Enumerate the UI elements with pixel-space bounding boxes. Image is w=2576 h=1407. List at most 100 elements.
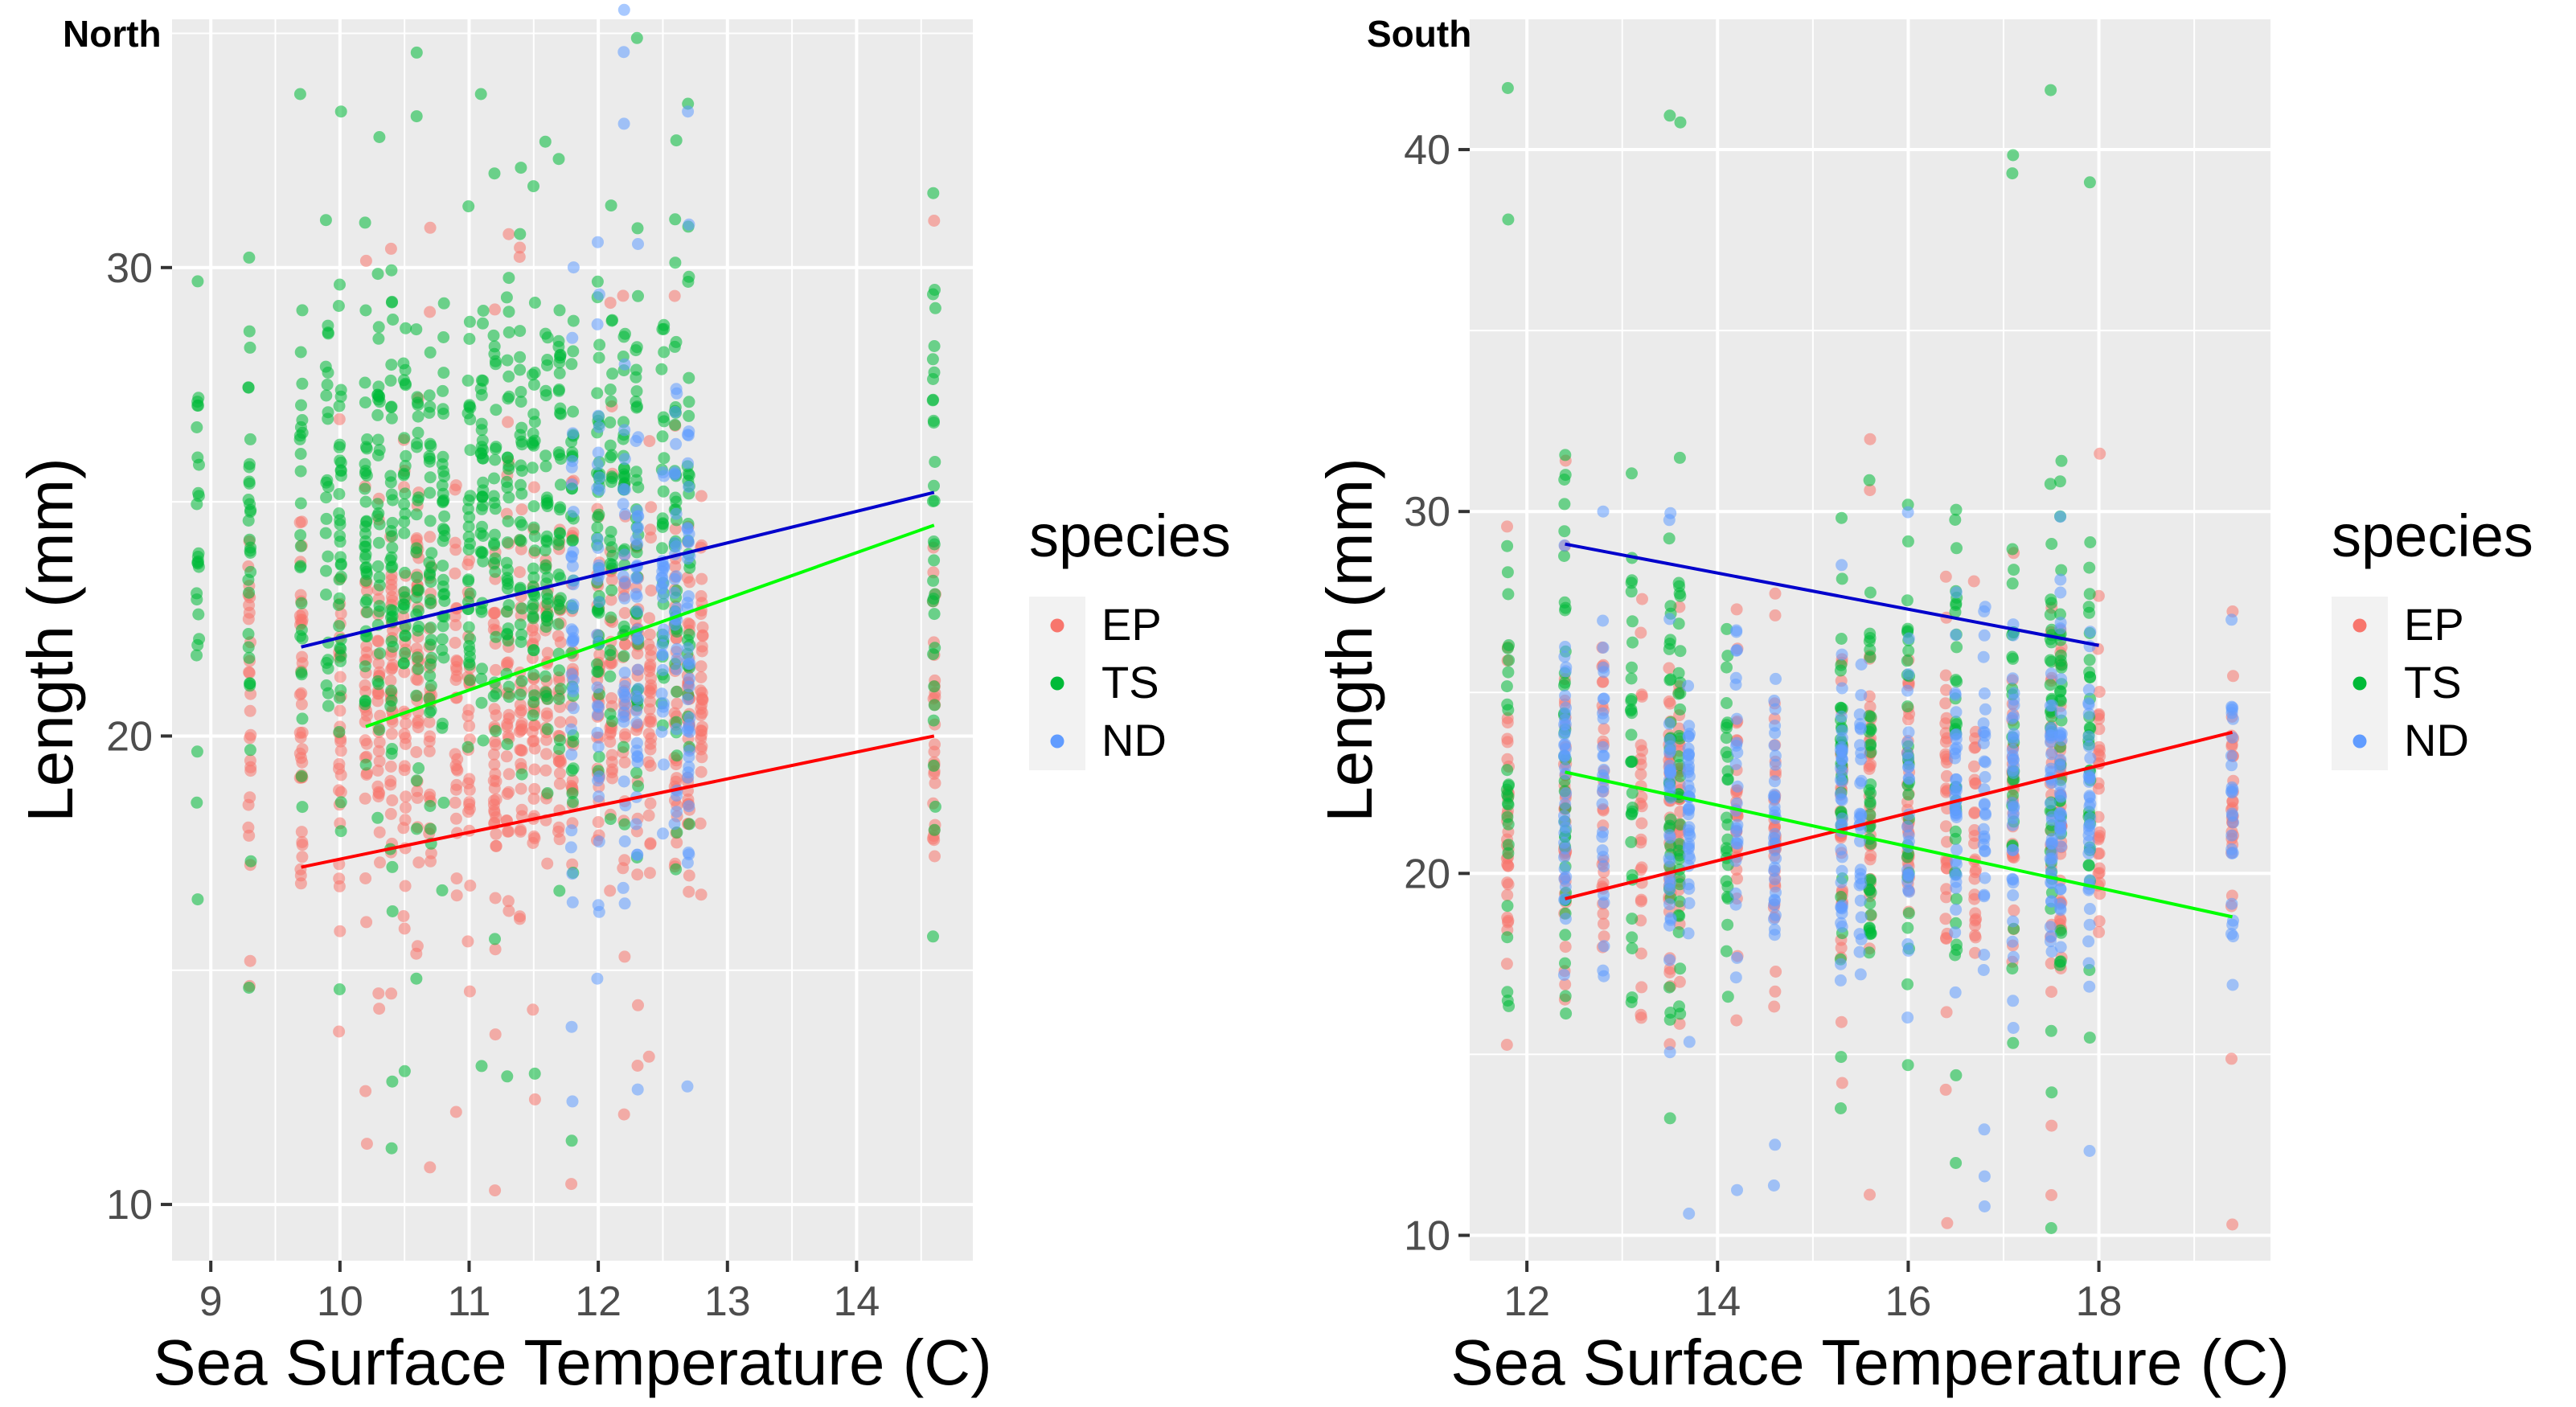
point <box>1597 505 1610 518</box>
point <box>334 464 347 477</box>
point <box>1663 831 1676 844</box>
point <box>1721 750 1734 763</box>
point <box>1598 723 1610 736</box>
point <box>2007 876 2020 889</box>
point <box>1949 802 1962 815</box>
x-tick-label: 14 <box>1694 1278 1741 1325</box>
point <box>1598 970 1610 982</box>
point <box>373 518 386 531</box>
point <box>2007 950 2020 963</box>
point <box>294 497 307 510</box>
point <box>1969 914 1982 927</box>
point <box>2082 740 2095 753</box>
point <box>2083 918 2096 931</box>
point <box>476 662 488 675</box>
point <box>1939 570 1952 583</box>
point <box>2006 962 2019 975</box>
point <box>2044 654 2057 667</box>
point <box>515 396 527 408</box>
point <box>539 686 552 699</box>
point <box>423 735 436 748</box>
point <box>565 668 578 680</box>
point <box>1721 661 1733 674</box>
point <box>553 595 566 608</box>
point <box>502 228 515 240</box>
point <box>619 327 631 340</box>
panel-title-south: South <box>1367 13 1471 55</box>
point <box>929 777 941 790</box>
point <box>567 405 580 418</box>
point <box>463 645 476 658</box>
point <box>669 418 682 431</box>
point <box>461 503 474 515</box>
point <box>541 359 553 371</box>
point <box>564 841 577 854</box>
point <box>1835 843 1848 855</box>
point <box>437 620 449 633</box>
point <box>2083 843 2096 855</box>
point <box>384 700 397 712</box>
point <box>630 818 642 831</box>
point <box>398 432 411 445</box>
point <box>2045 1222 2057 1234</box>
point <box>1664 745 1677 757</box>
point <box>2008 699 2020 712</box>
point <box>618 607 631 619</box>
point <box>515 675 528 687</box>
point <box>488 758 501 771</box>
point <box>1502 847 1515 859</box>
legend-dot-ND <box>1050 734 1064 749</box>
point <box>1769 609 1782 621</box>
point <box>371 687 384 700</box>
point <box>2084 752 2097 765</box>
point <box>565 478 578 490</box>
point <box>333 620 346 633</box>
point <box>617 1108 630 1121</box>
point <box>929 284 941 296</box>
point <box>591 521 604 534</box>
point <box>322 406 334 419</box>
point <box>1901 684 1914 697</box>
point <box>425 847 437 859</box>
point <box>567 534 580 547</box>
point <box>617 711 630 724</box>
point <box>656 705 669 718</box>
point <box>566 560 579 572</box>
point <box>437 535 449 548</box>
point <box>553 743 566 756</box>
point <box>1978 949 1991 961</box>
point <box>1635 626 1647 639</box>
point <box>695 608 708 621</box>
point <box>449 483 461 496</box>
point <box>2053 822 2066 835</box>
point <box>1864 926 1877 939</box>
point <box>539 544 552 557</box>
point <box>399 487 412 500</box>
y-tick-label: 10 <box>106 1182 153 1229</box>
point <box>1836 864 1848 877</box>
point <box>567 345 580 358</box>
point <box>631 868 644 881</box>
point <box>1598 692 1610 705</box>
point <box>2082 708 2095 720</box>
point <box>500 750 513 763</box>
point <box>334 671 347 683</box>
point <box>2045 636 2057 649</box>
point <box>527 180 539 193</box>
point <box>1673 871 1686 884</box>
point <box>475 388 488 401</box>
point <box>1969 946 1981 959</box>
point <box>398 922 411 935</box>
point <box>592 446 605 459</box>
point <box>424 658 437 671</box>
point <box>605 593 617 606</box>
point <box>333 400 346 412</box>
point <box>683 481 695 493</box>
point <box>360 1138 373 1151</box>
point <box>1835 633 1848 645</box>
point <box>631 522 644 535</box>
point <box>1968 806 1981 818</box>
point <box>1978 888 1991 901</box>
point <box>2054 511 2067 523</box>
point <box>1835 876 1848 888</box>
